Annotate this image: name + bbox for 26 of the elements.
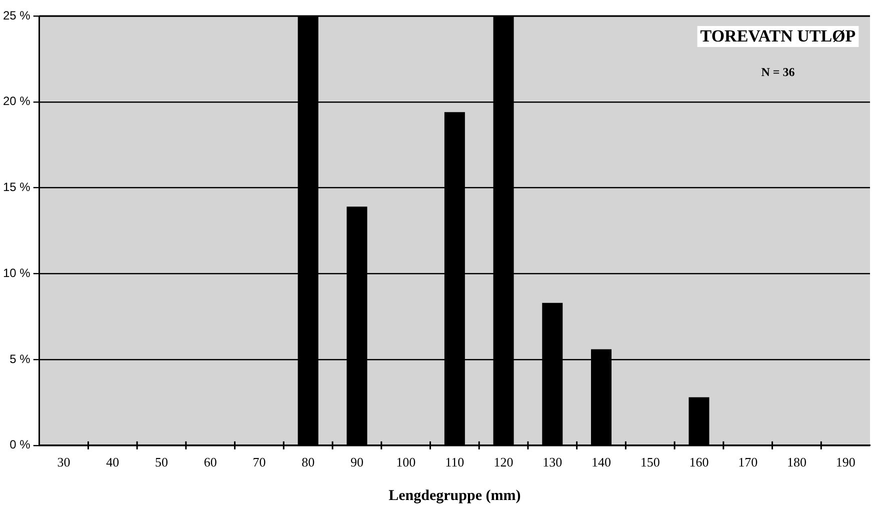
y-tick-label: 15 %	[2, 180, 31, 194]
x-tick-label: 50	[155, 454, 168, 470]
x-tick-label: 90	[350, 454, 364, 470]
x-tick-label: 150	[640, 454, 660, 470]
x-tick-label: 70	[252, 454, 266, 470]
y-tick-label: 20 %	[2, 94, 31, 108]
x-tick-label: 180	[786, 454, 806, 470]
x-tick-label: 110	[445, 454, 464, 470]
y-tick-label: 25 %	[2, 8, 31, 22]
y-tick-label: 10 %	[2, 266, 31, 280]
x-tick-label: 30	[57, 454, 70, 470]
y-tick-label: 0 %	[10, 438, 31, 452]
x-tick-label: 190	[836, 454, 856, 470]
x-tick-label: 40	[106, 454, 120, 470]
x-tick-label: 60	[204, 454, 217, 470]
annotation: N = 36	[761, 65, 795, 80]
x-tick-label: 120	[494, 454, 514, 470]
x-tick-label: 100	[396, 454, 416, 470]
x-tick-label: 80	[302, 454, 315, 470]
x-tick-label: 160	[689, 454, 709, 470]
y-tick-label: 5 %	[10, 352, 31, 366]
text: TOREVATN UTLØP	[700, 26, 856, 46]
x-axis-title: Lengdegruppe (mm)	[388, 488, 521, 504]
x-tick-label: 140	[592, 454, 612, 470]
x-tick-label: 130	[542, 454, 562, 470]
x-tick-label: 170	[738, 454, 758, 470]
